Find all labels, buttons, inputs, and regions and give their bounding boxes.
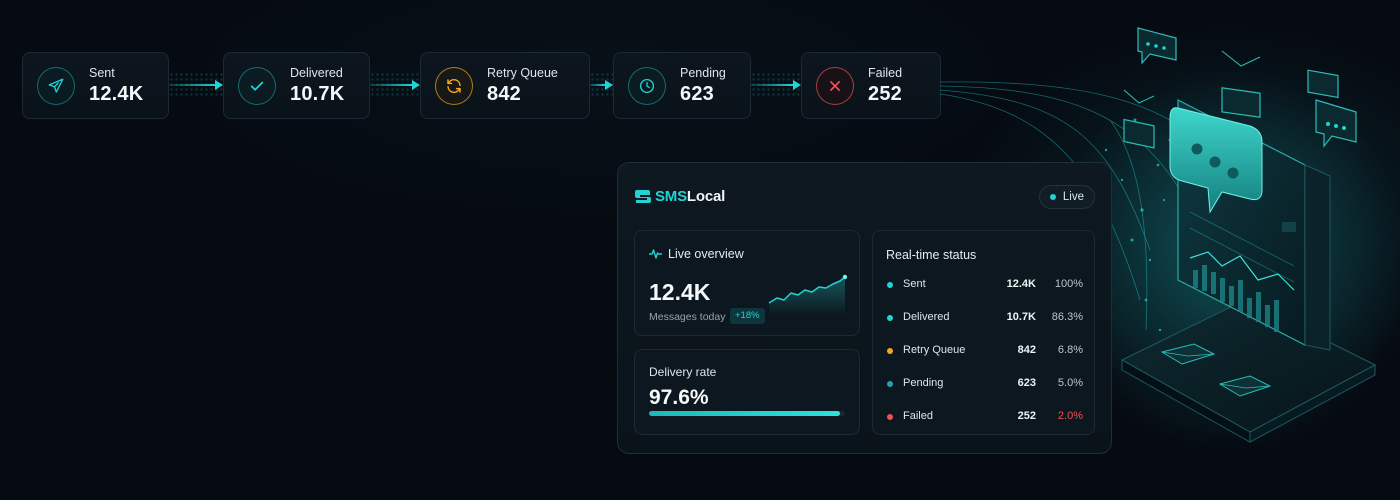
stage-value: 623 [680, 82, 714, 105]
status-row-failed: Failed 252 2.0% [886, 409, 1083, 425]
clock-icon [628, 66, 666, 105]
stage-value: 10.7K [290, 82, 345, 105]
overview-sparkline [768, 274, 847, 315]
logo-icon [635, 190, 651, 203]
messaging-illustration [939, 27, 1400, 450]
brand-logo[interactable]: SMSLocal [634, 187, 725, 205]
delivery-rate-fill [649, 411, 841, 416]
messages-today-label: Messages today [649, 311, 726, 323]
status-row-delivered: Delivered 10.7K 86.3% [886, 310, 1083, 326]
live-indicator[interactable]: Live [1038, 185, 1095, 209]
status-percent: 100% [1054, 278, 1083, 290]
status-percent: 86.3% [1051, 311, 1083, 323]
status-dot-icon [887, 414, 893, 420]
flow-arrow [169, 72, 223, 98]
dashboard-card: SMSLocal Live Live overview 12.4K Messag… [617, 162, 1112, 454]
status-dot-icon [887, 348, 893, 354]
flow-arrow [751, 72, 801, 98]
stage-label: Sent [89, 65, 115, 80]
stage-label: Failed [868, 65, 903, 80]
status-count: 842 [1017, 344, 1036, 356]
pipeline-stage-retry-queue[interactable]: Retry Queue 842 [420, 52, 590, 119]
refresh-icon [435, 66, 473, 105]
check-icon [238, 66, 276, 105]
status-name: Retry Queue [903, 344, 966, 356]
messages-today-value: 12.4K [649, 279, 711, 305]
stage-label: Retry Queue [487, 65, 558, 80]
flow-arrow [370, 72, 420, 98]
stage-label: Delivered [290, 65, 343, 80]
status-percent: 5.0% [1057, 377, 1083, 389]
status-dot-icon [887, 315, 893, 321]
flow-arrow [590, 72, 613, 98]
status-count: 12.4K [1006, 278, 1036, 290]
pipeline-stage-pending[interactable]: Pending 623 [613, 52, 751, 119]
stage-value: 842 [487, 82, 521, 105]
brand-prefix: SMS [655, 187, 687, 205]
brand-name: SMSLocal [655, 188, 725, 205]
status-name: Sent [903, 278, 926, 290]
delivery-rate-bar [649, 411, 845, 416]
delivery-rate-title: Delivery rate [649, 365, 717, 379]
status-dot-icon [887, 381, 893, 387]
brand-suffix: Local [686, 187, 726, 205]
live-label: Live [1062, 191, 1084, 203]
status-row-pending: Pending 623 5.0% [886, 376, 1083, 392]
live-dot-icon [1049, 194, 1056, 200]
status-count: 623 [1017, 377, 1036, 389]
stage-label: Pending [680, 65, 726, 80]
status-count: 252 [1017, 410, 1036, 422]
realtime-status-panel[interactable]: Real-time status Sent 12.4K 100% Deliver… [872, 230, 1095, 435]
status-count: 10.7K [1006, 311, 1036, 323]
status-title: Real-time status [886, 248, 977, 262]
status-name: Delivered [903, 311, 950, 323]
overview-title-text: Live overview [668, 247, 744, 261]
status-name: Pending [903, 377, 944, 389]
change-badge: +18% [730, 308, 765, 324]
status-percent: 2.0% [1057, 410, 1083, 422]
x-icon [816, 66, 854, 105]
pipeline-stage-failed[interactable]: Failed 252 [801, 52, 941, 119]
overview-title: Live overview [649, 247, 744, 261]
stage-value: 12.4K [89, 82, 144, 105]
delivery-rate-value: 97.6% [649, 386, 709, 409]
stage-value: 252 [868, 82, 902, 105]
send-icon [37, 66, 75, 105]
pulse-icon [649, 249, 662, 259]
status-row-sent: Sent 12.4K 100% [886, 277, 1083, 293]
pipeline-stage-delivered[interactable]: Delivered 10.7K [223, 52, 370, 119]
status-name: Failed [903, 410, 933, 422]
pipeline-stage-sent[interactable]: Sent 12.4K [22, 52, 169, 119]
live-overview-panel[interactable]: Live overview 12.4K Messages today +18% [634, 230, 860, 336]
status-row-retry-queue: Retry Queue 842 6.8% [886, 343, 1083, 359]
delivery-rate-panel[interactable]: Delivery rate 97.6% [634, 349, 860, 435]
status-dot-icon [887, 282, 893, 288]
status-percent: 6.8% [1057, 344, 1083, 356]
